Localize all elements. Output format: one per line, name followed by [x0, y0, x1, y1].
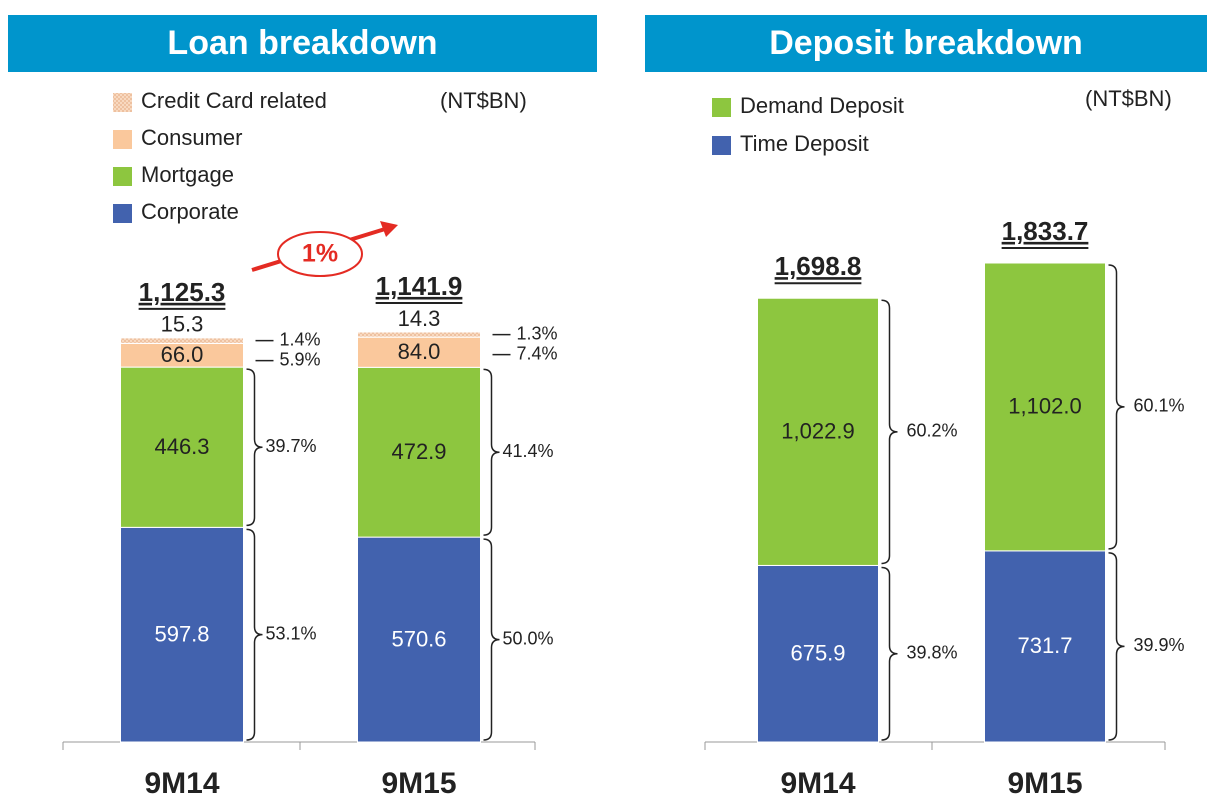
bar-segment: [757, 564, 879, 743]
legend-label: Credit Card related: [141, 88, 327, 113]
bar-segment: [984, 550, 1106, 743]
legend-swatch: [113, 93, 132, 112]
total-label: 1,833.7: [1002, 216, 1089, 246]
chart-title: Deposit breakdown: [769, 24, 1083, 62]
unit-label: (NT$BN): [440, 88, 527, 113]
legend-label: Time Deposit: [740, 131, 869, 156]
bar-segment: [984, 262, 1106, 552]
value-label: 1,022.9: [781, 419, 854, 444]
share-brace: [246, 528, 263, 741]
x-tick-label: 9M15: [1007, 767, 1082, 800]
share-label: 39.7%: [266, 436, 317, 456]
share-label: 1.4%: [280, 329, 321, 349]
bar-segment: [357, 536, 481, 743]
value-label: 15.3: [161, 312, 204, 337]
share-label: 5.9%: [280, 349, 321, 369]
share-brace: [246, 368, 263, 527]
legend-label: Consumer: [141, 125, 242, 150]
bar-segment: [357, 336, 481, 368]
growth-annotation: 1%: [251, 221, 398, 277]
share-brace: [483, 538, 500, 741]
value-label: 597.8: [154, 621, 209, 646]
x-tick-label: 9M14: [144, 767, 219, 800]
share-label: 60.1%: [1134, 396, 1185, 416]
share-brace: [483, 368, 500, 536]
legend-swatch: [113, 204, 132, 223]
value-label: 14.3: [398, 306, 441, 331]
value-label: 66.0: [161, 342, 204, 367]
value-label: 675.9: [790, 641, 845, 666]
legend-swatch: [712, 136, 731, 155]
value-label: 446.3: [154, 434, 209, 459]
legend-swatch: [113, 130, 132, 149]
header-bar: [8, 15, 597, 72]
share-label: 41.4%: [503, 441, 554, 461]
share-label: 39.8%: [907, 642, 958, 662]
x-tick-label: 9M15: [381, 767, 456, 800]
legend-label: Corporate: [141, 199, 239, 224]
bar-segment: [357, 331, 481, 338]
bar-segment: [120, 337, 244, 344]
share-brace: [881, 566, 898, 741]
legend-swatch: [113, 167, 132, 186]
arrow-head: [380, 221, 398, 237]
growth-ellipse: [277, 231, 363, 277]
chart-title: Loan breakdown: [167, 24, 437, 62]
legend-label: Mortgage: [141, 162, 234, 187]
share-label: 7.4%: [517, 343, 558, 363]
legend-swatch: [712, 98, 731, 117]
bar-segment: [120, 366, 244, 528]
unit-label: (NT$BN): [1085, 86, 1172, 111]
share-label: 60.2%: [907, 421, 958, 441]
value-label: 84.0: [398, 339, 441, 364]
share-brace: [1108, 552, 1125, 741]
legend-label: Demand Deposit: [740, 93, 904, 118]
value-label: 731.7: [1017, 633, 1072, 658]
total-label: 1,125.3: [139, 277, 226, 307]
share-label: 53.1%: [266, 623, 317, 643]
share-label: 1.3%: [517, 323, 558, 343]
share-brace: [1108, 264, 1125, 550]
bar-segment: [120, 526, 244, 743]
x-tick-label: 9M14: [780, 767, 855, 800]
share-brace: [881, 299, 898, 565]
total-label: 1,698.8: [775, 251, 862, 281]
value-label: 570.6: [391, 626, 446, 651]
total-label: 1,141.9: [376, 271, 463, 301]
header-bar: [645, 15, 1207, 72]
growth-label: 1%: [302, 240, 338, 268]
bar-segment: [357, 366, 481, 538]
value-label: 1,102.0: [1008, 394, 1081, 419]
value-label: 472.9: [391, 439, 446, 464]
bar-segment: [757, 297, 879, 566]
share-label: 39.9%: [1134, 635, 1185, 655]
share-label: 50.0%: [503, 628, 554, 648]
